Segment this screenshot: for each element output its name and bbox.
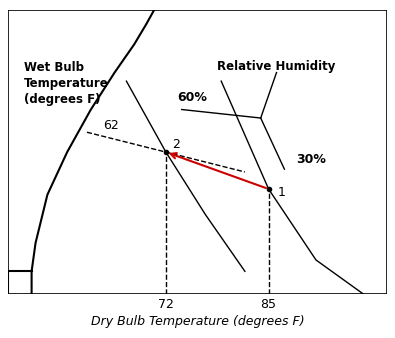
Text: 1: 1 [278, 186, 286, 199]
Text: 72: 72 [158, 298, 174, 311]
Text: 30%: 30% [296, 153, 326, 166]
Text: 2: 2 [172, 138, 180, 151]
Text: 62: 62 [103, 119, 118, 132]
Text: 85: 85 [261, 298, 276, 311]
Text: 60%: 60% [178, 91, 208, 104]
Text: Dry Bulb Temperature (degrees F): Dry Bulb Temperature (degrees F) [91, 315, 304, 328]
Text: Relative Humidity: Relative Humidity [217, 59, 336, 73]
Text: Wet Bulb
Temperature
(degrees F): Wet Bulb Temperature (degrees F) [24, 61, 109, 106]
